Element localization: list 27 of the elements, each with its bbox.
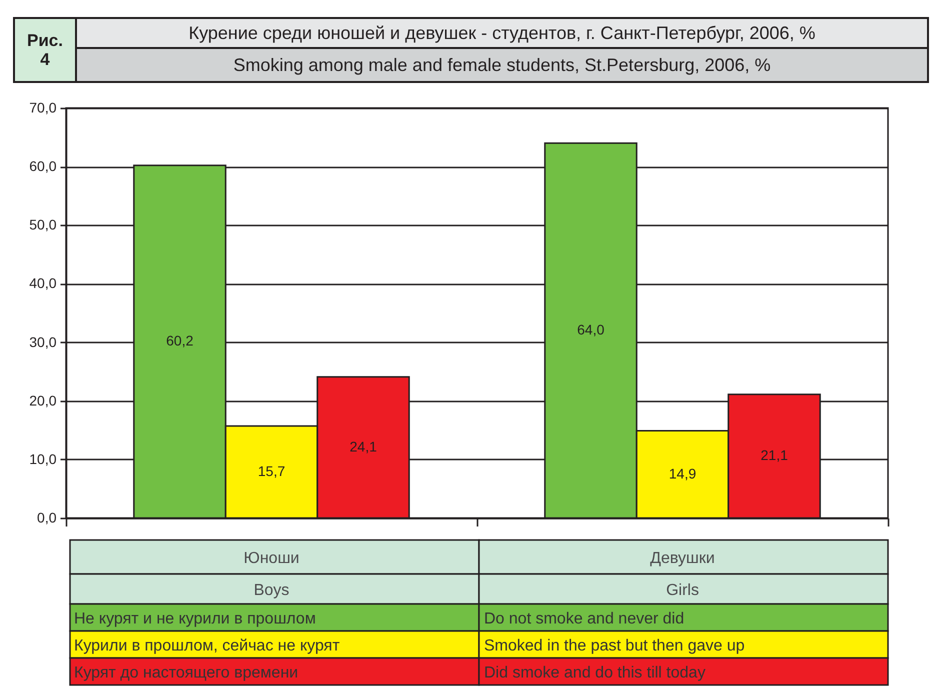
y-tick-label: 70,0: [29, 100, 57, 116]
text: Girls: [666, 582, 699, 599]
y-tick-label: 60,0: [29, 158, 57, 174]
y-tick-label: 0,0: [37, 510, 57, 526]
chart-subtitle: Smoking among male and female students, St.Petersburg, 2006, %: [233, 55, 771, 75]
text: Smoked in the past but then gave up: [484, 638, 745, 654]
data-label: 60,2: [166, 332, 194, 349]
data-label: 14,9: [668, 465, 696, 482]
chart-title: Курение среди юношей и девушек - студентов, г. Санкт-Петербург, 2006, %: [188, 23, 816, 43]
x-tick-label: Юноши: [244, 550, 300, 567]
text: Boys: [254, 582, 290, 599]
text: Курили в прошлом, сейчас не курят: [74, 638, 340, 654]
y-tick-label: 30,0: [29, 334, 57, 350]
y-tick-label: 50,0: [29, 216, 57, 233]
text: Рис. 4: [27, 31, 63, 69]
text: Курят до настоящего времени: [74, 664, 298, 682]
y-tick-label: 20,0: [29, 392, 57, 408]
data-label: 64,0: [577, 322, 605, 338]
data-label: 24,1: [350, 438, 378, 454]
text: Did smoke and do this till today: [484, 664, 706, 682]
x-tick-label: Девушки: [650, 550, 715, 567]
text: Do not smoke and never did: [484, 610, 684, 628]
text: Не курят и не курили в прошлом: [74, 610, 316, 628]
data-label: 15,7: [258, 463, 286, 480]
y-tick-label: 40,0: [29, 275, 57, 292]
y-tick-label: 10,0: [29, 450, 57, 467]
data-label: 21,1: [760, 447, 788, 464]
